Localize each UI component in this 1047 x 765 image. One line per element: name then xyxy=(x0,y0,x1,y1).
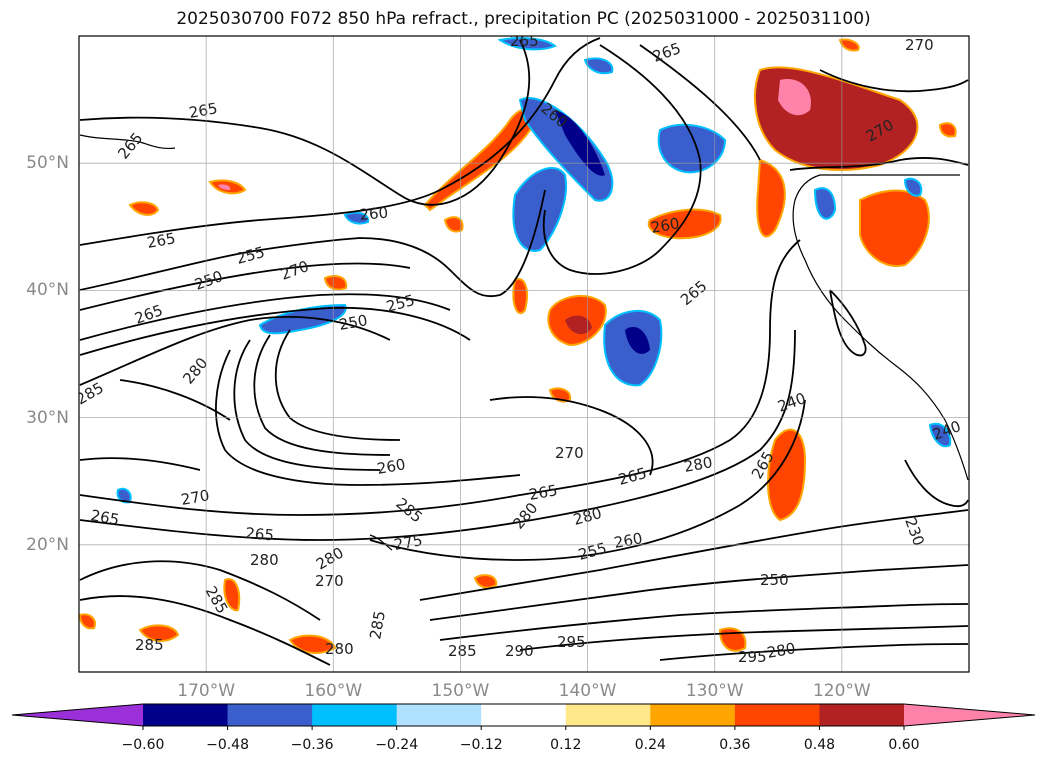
colorbar-segment xyxy=(396,704,482,726)
colorbar-extend-high xyxy=(904,704,1035,726)
svg-text:260: 260 xyxy=(613,529,644,552)
svg-text:295: 295 xyxy=(738,648,767,666)
svg-text:285: 285 xyxy=(366,609,389,640)
svg-text:250: 250 xyxy=(338,311,369,334)
colorbar-tick-label: −0.12 xyxy=(459,737,503,753)
colorbar-tick-label: 0.48 xyxy=(803,737,836,753)
precip-warm-areas xyxy=(79,38,957,654)
colorbar-tick-label: −0.24 xyxy=(375,737,419,753)
svg-text:270: 270 xyxy=(180,486,211,509)
longitude-label: 140°W xyxy=(558,681,617,701)
colorbar-tick-label: 0.12 xyxy=(550,737,582,753)
svg-text:270: 270 xyxy=(555,444,584,462)
svg-text:285: 285 xyxy=(135,636,164,654)
colorbar-tick-label: −0.60 xyxy=(121,737,165,753)
svg-text:265: 265 xyxy=(188,99,219,122)
svg-text:260: 260 xyxy=(376,455,407,478)
refractivity-contours xyxy=(79,37,969,666)
longitude-label: 120°W xyxy=(812,681,871,701)
colorbar-segment xyxy=(819,704,905,726)
svg-text:260: 260 xyxy=(359,204,389,224)
longitude-label: 130°W xyxy=(685,681,744,701)
svg-text:270: 270 xyxy=(905,36,934,54)
svg-text:295: 295 xyxy=(557,633,586,651)
svg-text:265: 265 xyxy=(528,481,559,504)
colorbar-segment xyxy=(143,704,229,726)
colorbar-segment xyxy=(565,704,651,726)
precip-cool-areas xyxy=(116,37,952,504)
longitude-label: 150°W xyxy=(431,681,490,701)
colorbar xyxy=(11,703,1036,730)
svg-text:290: 290 xyxy=(505,642,534,660)
svg-text:275: 275 xyxy=(393,531,424,554)
latitude-label: 40°N xyxy=(26,280,69,301)
colorbar-segment xyxy=(650,704,736,726)
colorbar-segment xyxy=(734,704,820,726)
svg-text:250: 250 xyxy=(760,571,789,589)
map-title: 2025030700 F072 850 hPa refract., precip… xyxy=(176,9,871,29)
colorbar-tick-label: 0.24 xyxy=(634,737,666,753)
coastlines xyxy=(79,134,969,551)
longitude-label: 160°W xyxy=(304,681,363,701)
svg-text:285: 285 xyxy=(448,642,477,660)
longitude-label: 170°W xyxy=(177,681,236,701)
svg-text:260: 260 xyxy=(650,214,681,237)
colorbar-tick-label: −0.48 xyxy=(206,737,249,753)
svg-text:265: 265 xyxy=(89,506,120,529)
svg-text:280: 280 xyxy=(766,639,797,662)
svg-text:265: 265 xyxy=(245,524,275,544)
colorbar-tick-label: −0.36 xyxy=(290,737,334,753)
svg-text:270: 270 xyxy=(315,572,344,590)
svg-text:280: 280 xyxy=(250,551,279,569)
svg-text:280: 280 xyxy=(683,453,714,476)
colorbar-segment xyxy=(227,704,313,726)
colorbar-segment xyxy=(312,704,398,726)
colorbar-tick-label: 0.36 xyxy=(719,737,751,753)
colorbar-tick-label: 0.60 xyxy=(888,737,920,753)
svg-text:280: 280 xyxy=(325,640,354,658)
colorbar-segment xyxy=(481,704,567,726)
latitude-label: 50°N xyxy=(26,153,69,174)
svg-text:265: 265 xyxy=(510,32,539,50)
map-frame xyxy=(78,35,970,673)
latitude-label: 20°N xyxy=(26,534,69,555)
latitude-label: 30°N xyxy=(26,407,69,428)
map-gridlines xyxy=(79,36,969,672)
colorbar-extend-low xyxy=(12,704,143,726)
svg-text:265: 265 xyxy=(146,229,177,252)
